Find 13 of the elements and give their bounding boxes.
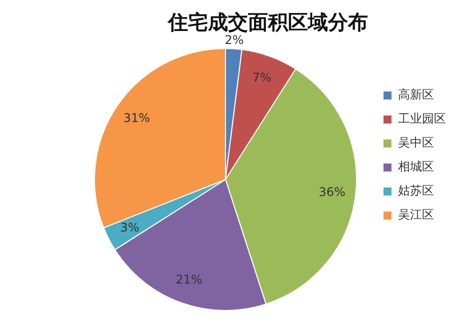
- data-label: 7%: [252, 70, 272, 85]
- legend-label: 工业园区: [398, 112, 446, 126]
- chart-title: 住宅成交面积区域分布: [167, 10, 368, 34]
- data-label: 2%: [224, 32, 244, 47]
- data-label: 36%: [318, 185, 346, 200]
- legend-label: 相城区: [398, 160, 434, 174]
- legend-label: 吴江区: [398, 208, 434, 222]
- legend-label: 姑苏区: [398, 184, 434, 198]
- legend-label: 吴中区: [398, 136, 434, 150]
- data-label: 21%: [176, 272, 202, 287]
- legend-label: 高新区: [398, 88, 434, 102]
- data-label: 31%: [123, 111, 150, 126]
- data-label: 3%: [120, 220, 140, 234]
